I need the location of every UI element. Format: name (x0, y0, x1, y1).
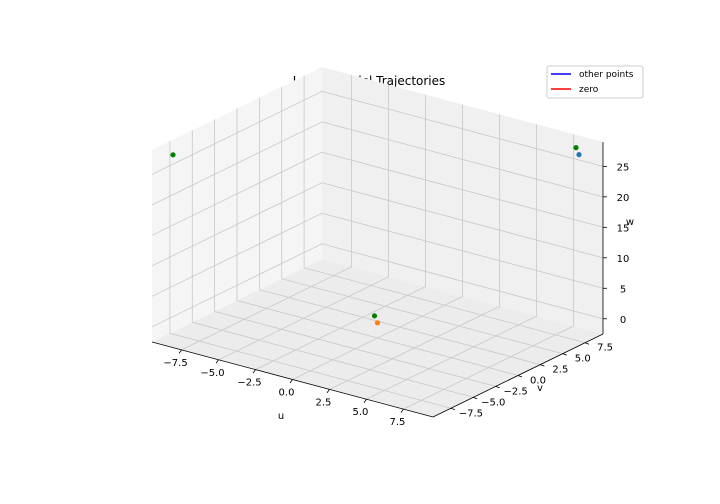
y-tick-label: −2.5 (503, 386, 527, 397)
z-tick-label: 25 (617, 162, 630, 173)
x-tick-label: 5.0 (352, 407, 368, 418)
z-grid-line (151, 243, 604, 328)
data-points (170, 145, 582, 326)
z-grid-line (151, 212, 604, 297)
y-tick-label: 0.0 (530, 376, 546, 387)
x-tick-label: 2.5 (316, 397, 332, 408)
y-grid-line (258, 97, 541, 365)
z-tick-label: 0 (620, 315, 626, 326)
y-tick-mark (495, 386, 500, 389)
z-grid-line (151, 121, 604, 206)
y-tick-label: −5.0 (481, 397, 505, 408)
x-grid-line (255, 94, 426, 370)
x-grid-line (403, 134, 574, 410)
y-grid-line (214, 119, 496, 387)
z-tick-label: 10 (617, 254, 630, 265)
z-tick-label: 5 (620, 284, 626, 295)
data-point (573, 145, 579, 151)
legend-label-other-points: other points (579, 70, 634, 80)
data-point (576, 152, 582, 158)
y-tick-mark (562, 353, 567, 356)
x-tick-mark (289, 379, 293, 384)
y-tick-mark (540, 364, 545, 367)
z-tick-label: 20 (617, 193, 630, 204)
y-grid-line (303, 75, 586, 344)
y-tick-mark (473, 396, 478, 400)
z-grid-line (151, 151, 604, 236)
legend-label-zero: zero (579, 85, 599, 95)
x-tick-mark (178, 349, 182, 354)
grid-lines (151, 74, 604, 410)
z-tick-label: 15 (617, 223, 630, 234)
axis-ticks: −7.5−5.0−2.50.02.55.07.5−7.5−5.0−2.50.02… (163, 162, 629, 428)
data-point (170, 152, 176, 158)
z-grid-line (151, 182, 604, 267)
z-grid-line (151, 90, 604, 175)
y-tick-mark (450, 407, 456, 411)
y-grid-line (236, 108, 519, 376)
y-tick-label: 2.5 (552, 365, 568, 376)
x-tick-label: −2.5 (237, 378, 261, 389)
x-tick-mark (400, 408, 404, 413)
data-point (374, 320, 381, 326)
legend: other points zero (546, 65, 644, 99)
x-grid-line (218, 84, 390, 361)
y-tick-mark (584, 342, 590, 345)
y-grid-line (169, 141, 452, 409)
y-tick-label: 7.5 (597, 343, 613, 354)
y-grid-line (281, 86, 563, 355)
x-tick-label: 7.5 (389, 417, 405, 428)
x-axis-label: u (278, 411, 284, 422)
x-grid-line (329, 114, 500, 390)
y-tick-label: 5.0 (575, 354, 591, 365)
x-tick-mark (252, 369, 256, 374)
axis-panes (152, 67, 603, 417)
x-tick-label: 0.0 (279, 388, 295, 399)
x-grid-line (181, 74, 353, 351)
y-axis-label: v (537, 383, 543, 394)
y-tick-label: −7.5 (459, 408, 483, 419)
x-grid-line (366, 124, 537, 400)
y-grid-line (191, 130, 474, 398)
x-tick-label: −5.0 (200, 368, 224, 379)
x-tick-mark (363, 399, 367, 403)
x-tick-label: −7.5 (163, 358, 187, 369)
x-grid-line (292, 104, 463, 380)
x-tick-mark (326, 389, 330, 394)
y-tick-mark (517, 375, 523, 378)
z-axis-label: w (626, 217, 634, 228)
data-point (371, 313, 378, 319)
x-tick-mark (215, 359, 219, 364)
